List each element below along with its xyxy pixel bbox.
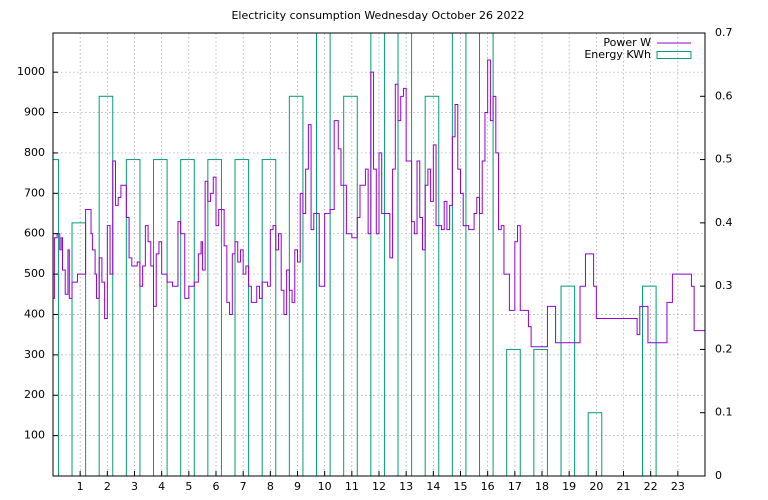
y2-tick-label: 0.3 — [715, 279, 733, 292]
x-tick-label: 9 — [294, 480, 301, 493]
energy-box — [533, 348, 548, 476]
x-tick-label: 20 — [589, 480, 603, 493]
energy-box — [560, 285, 576, 476]
plot-area — [53, 33, 705, 476]
y2-tick-label: 0.6 — [715, 89, 733, 102]
y-tick-label: 600 — [24, 227, 45, 240]
x-tick-label: 18 — [535, 480, 549, 493]
x-tick-label: 3 — [131, 480, 138, 493]
x-tick-label: 21 — [617, 480, 631, 493]
y-tick-label: 200 — [24, 388, 45, 401]
energy-box — [288, 95, 304, 476]
energy-box — [506, 348, 521, 476]
legend-swatch — [656, 51, 692, 59]
x-tick-label: 23 — [671, 480, 685, 493]
x-tick-label: 11 — [345, 480, 359, 493]
energy-box — [153, 159, 168, 476]
x-tick-label: 17 — [508, 480, 522, 493]
legend-label: Power W — [603, 36, 651, 49]
y-tick-label: 500 — [24, 267, 45, 280]
x-tick-label: 7 — [240, 480, 247, 493]
x-tick-label: 12 — [372, 480, 386, 493]
x-tick-label: 13 — [399, 480, 413, 493]
energy-box — [451, 33, 467, 476]
energy-box — [642, 285, 657, 476]
x-tick-label: 19 — [562, 480, 576, 493]
energy-box — [53, 159, 59, 476]
x-tick-label: 8 — [267, 480, 274, 493]
x-tick-label: 10 — [318, 480, 332, 493]
energy-box — [397, 33, 413, 476]
power-line — [53, 59, 705, 348]
x-tick-label: 22 — [644, 480, 658, 493]
x-tick-label: 2 — [104, 480, 111, 493]
energy-box — [424, 95, 440, 476]
y-tick-label: 400 — [24, 307, 45, 320]
y-tick-label: 700 — [24, 186, 45, 199]
x-tick-label: 5 — [185, 480, 192, 493]
chart-title: Electricity consumption Wednesday Octobe… — [231, 9, 524, 22]
y-tick-label: 900 — [24, 106, 45, 119]
energy-box — [207, 159, 222, 476]
energy-box — [479, 33, 494, 476]
y2-tick-label: 0.4 — [715, 216, 733, 229]
y2-tick-label: 0.7 — [715, 26, 733, 39]
energy-box — [234, 159, 250, 476]
y-tick-label: 800 — [24, 146, 45, 159]
energy-box — [316, 33, 331, 476]
energy-box — [587, 412, 603, 476]
x-tick-label: 4 — [158, 480, 165, 493]
energy-box — [343, 95, 358, 476]
y-tick-label: 1000 — [17, 65, 45, 78]
energy-box — [71, 222, 87, 476]
grid — [53, 33, 705, 476]
energy-box — [370, 33, 385, 476]
x-tick-label: 6 — [213, 480, 220, 493]
y2-tick-label: 0 — [715, 469, 722, 482]
energy-box — [125, 159, 141, 476]
legend-label: Energy KWh — [584, 48, 651, 61]
x-tick-label: 15 — [454, 480, 468, 493]
energy-box — [180, 159, 195, 476]
x-tick-label: 16 — [481, 480, 495, 493]
y-tick-label: 300 — [24, 348, 45, 361]
y2-tick-label: 0.1 — [715, 406, 733, 419]
y2-tick-label: 0.2 — [715, 342, 733, 355]
x-tick-label: 1 — [77, 480, 84, 493]
y-tick-label: 100 — [24, 429, 45, 442]
x-tick-label: 14 — [426, 480, 440, 493]
energy-box — [261, 159, 277, 476]
y2-tick-label: 0.5 — [715, 153, 733, 166]
